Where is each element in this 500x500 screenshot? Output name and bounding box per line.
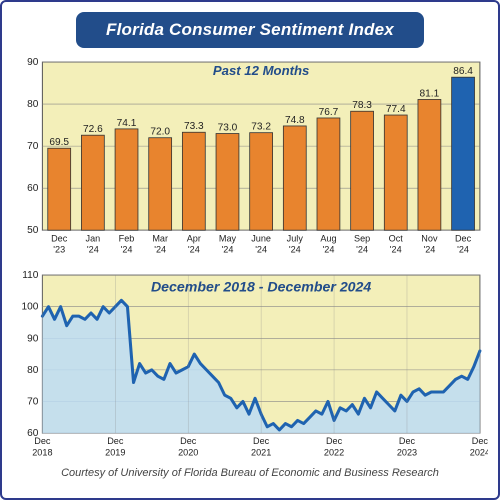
svg-text:81.1: 81.1 [420, 88, 440, 99]
svg-text:90: 90 [27, 57, 39, 68]
svg-text:80: 80 [27, 364, 39, 375]
svg-text:'24: '24 [87, 244, 99, 254]
svg-text:70: 70 [27, 396, 39, 407]
svg-text:'23: '23 [53, 244, 65, 254]
svg-text:73.3: 73.3 [184, 121, 204, 132]
svg-text:100: 100 [21, 301, 38, 312]
svg-text:Nov: Nov [421, 233, 438, 243]
credit-line: Courtesy of University of Florida Bureau… [12, 467, 488, 479]
svg-text:60: 60 [27, 183, 39, 194]
svg-text:73.2: 73.2 [251, 122, 271, 133]
svg-text:'24: '24 [121, 244, 133, 254]
svg-text:'24: '24 [457, 244, 469, 254]
svg-text:Apr: Apr [187, 233, 201, 243]
svg-text:'24: '24 [255, 244, 267, 254]
svg-text:69.5: 69.5 [49, 137, 69, 148]
svg-text:2019: 2019 [105, 447, 125, 457]
svg-text:73.0: 73.0 [218, 122, 238, 133]
svg-text:June: June [251, 233, 271, 243]
svg-text:2020: 2020 [178, 447, 198, 457]
svg-text:74.8: 74.8 [285, 115, 305, 126]
svg-text:78.3: 78.3 [352, 100, 372, 111]
svg-text:Past 12 Months: Past 12 Months [213, 63, 310, 78]
bottom-chart: 60708090100110Dec2018Dec2019Dec2020Dec20… [12, 269, 488, 461]
svg-text:76.7: 76.7 [319, 107, 339, 118]
svg-text:Dec: Dec [180, 436, 197, 446]
svg-text:80: 80 [27, 99, 39, 110]
svg-text:May: May [219, 233, 237, 243]
svg-text:2018: 2018 [32, 447, 52, 457]
svg-text:'24: '24 [154, 244, 166, 254]
svg-text:Mar: Mar [152, 233, 168, 243]
svg-text:'24: '24 [356, 244, 368, 254]
svg-text:Aug: Aug [320, 233, 336, 243]
area-chart-svg: 60708090100110Dec2018Dec2019Dec2020Dec20… [12, 269, 488, 461]
svg-text:Dec: Dec [472, 436, 488, 446]
top-chart: 506070809069.5Dec'2372.6Jan'2474.1Feb'24… [12, 56, 488, 259]
svg-text:'24: '24 [188, 244, 200, 254]
svg-text:74.1: 74.1 [117, 118, 137, 129]
svg-text:110: 110 [22, 270, 38, 281]
svg-text:'24: '24 [289, 244, 301, 254]
svg-text:2023: 2023 [397, 447, 417, 457]
svg-text:'24: '24 [323, 244, 335, 254]
svg-text:'24: '24 [423, 244, 435, 254]
svg-text:86.4: 86.4 [453, 66, 473, 77]
svg-text:Feb: Feb [119, 233, 135, 243]
svg-text:Sep: Sep [354, 233, 370, 243]
svg-text:Dec: Dec [51, 233, 68, 243]
chart-frame: Florida Consumer Sentiment Index 50 60 70 8… [0, 0, 500, 500]
svg-text:'24: '24 [222, 244, 234, 254]
svg-text:July: July [287, 233, 304, 243]
svg-text:72.0: 72.0 [150, 127, 170, 138]
chart-title: Florida Consumer Sentiment Index [76, 12, 424, 48]
svg-text:Dec: Dec [399, 436, 416, 446]
svg-text:50: 50 [27, 225, 39, 236]
svg-text:2021: 2021 [251, 447, 271, 457]
svg-text:2024: 2024 [470, 447, 488, 457]
svg-text:Oct: Oct [389, 233, 404, 243]
svg-text:Dec: Dec [253, 436, 270, 446]
svg-text:2022: 2022 [324, 447, 344, 457]
svg-text:Jan: Jan [86, 233, 101, 243]
svg-text:Dec: Dec [107, 436, 124, 446]
bar-chart-svg: 506070809069.5Dec'2372.6Jan'2474.1Feb'24… [12, 56, 488, 259]
svg-text:90: 90 [27, 333, 39, 344]
svg-text:72.6: 72.6 [83, 124, 103, 135]
svg-text:Dec: Dec [326, 436, 343, 446]
svg-text:70: 70 [27, 141, 39, 152]
svg-text:77.4: 77.4 [386, 104, 406, 115]
svg-text:Dec: Dec [455, 233, 472, 243]
svg-text:Dec: Dec [34, 436, 51, 446]
svg-text:December 2018 - December 2024: December 2018 - December 2024 [151, 279, 371, 295]
svg-text:'24: '24 [390, 244, 402, 254]
